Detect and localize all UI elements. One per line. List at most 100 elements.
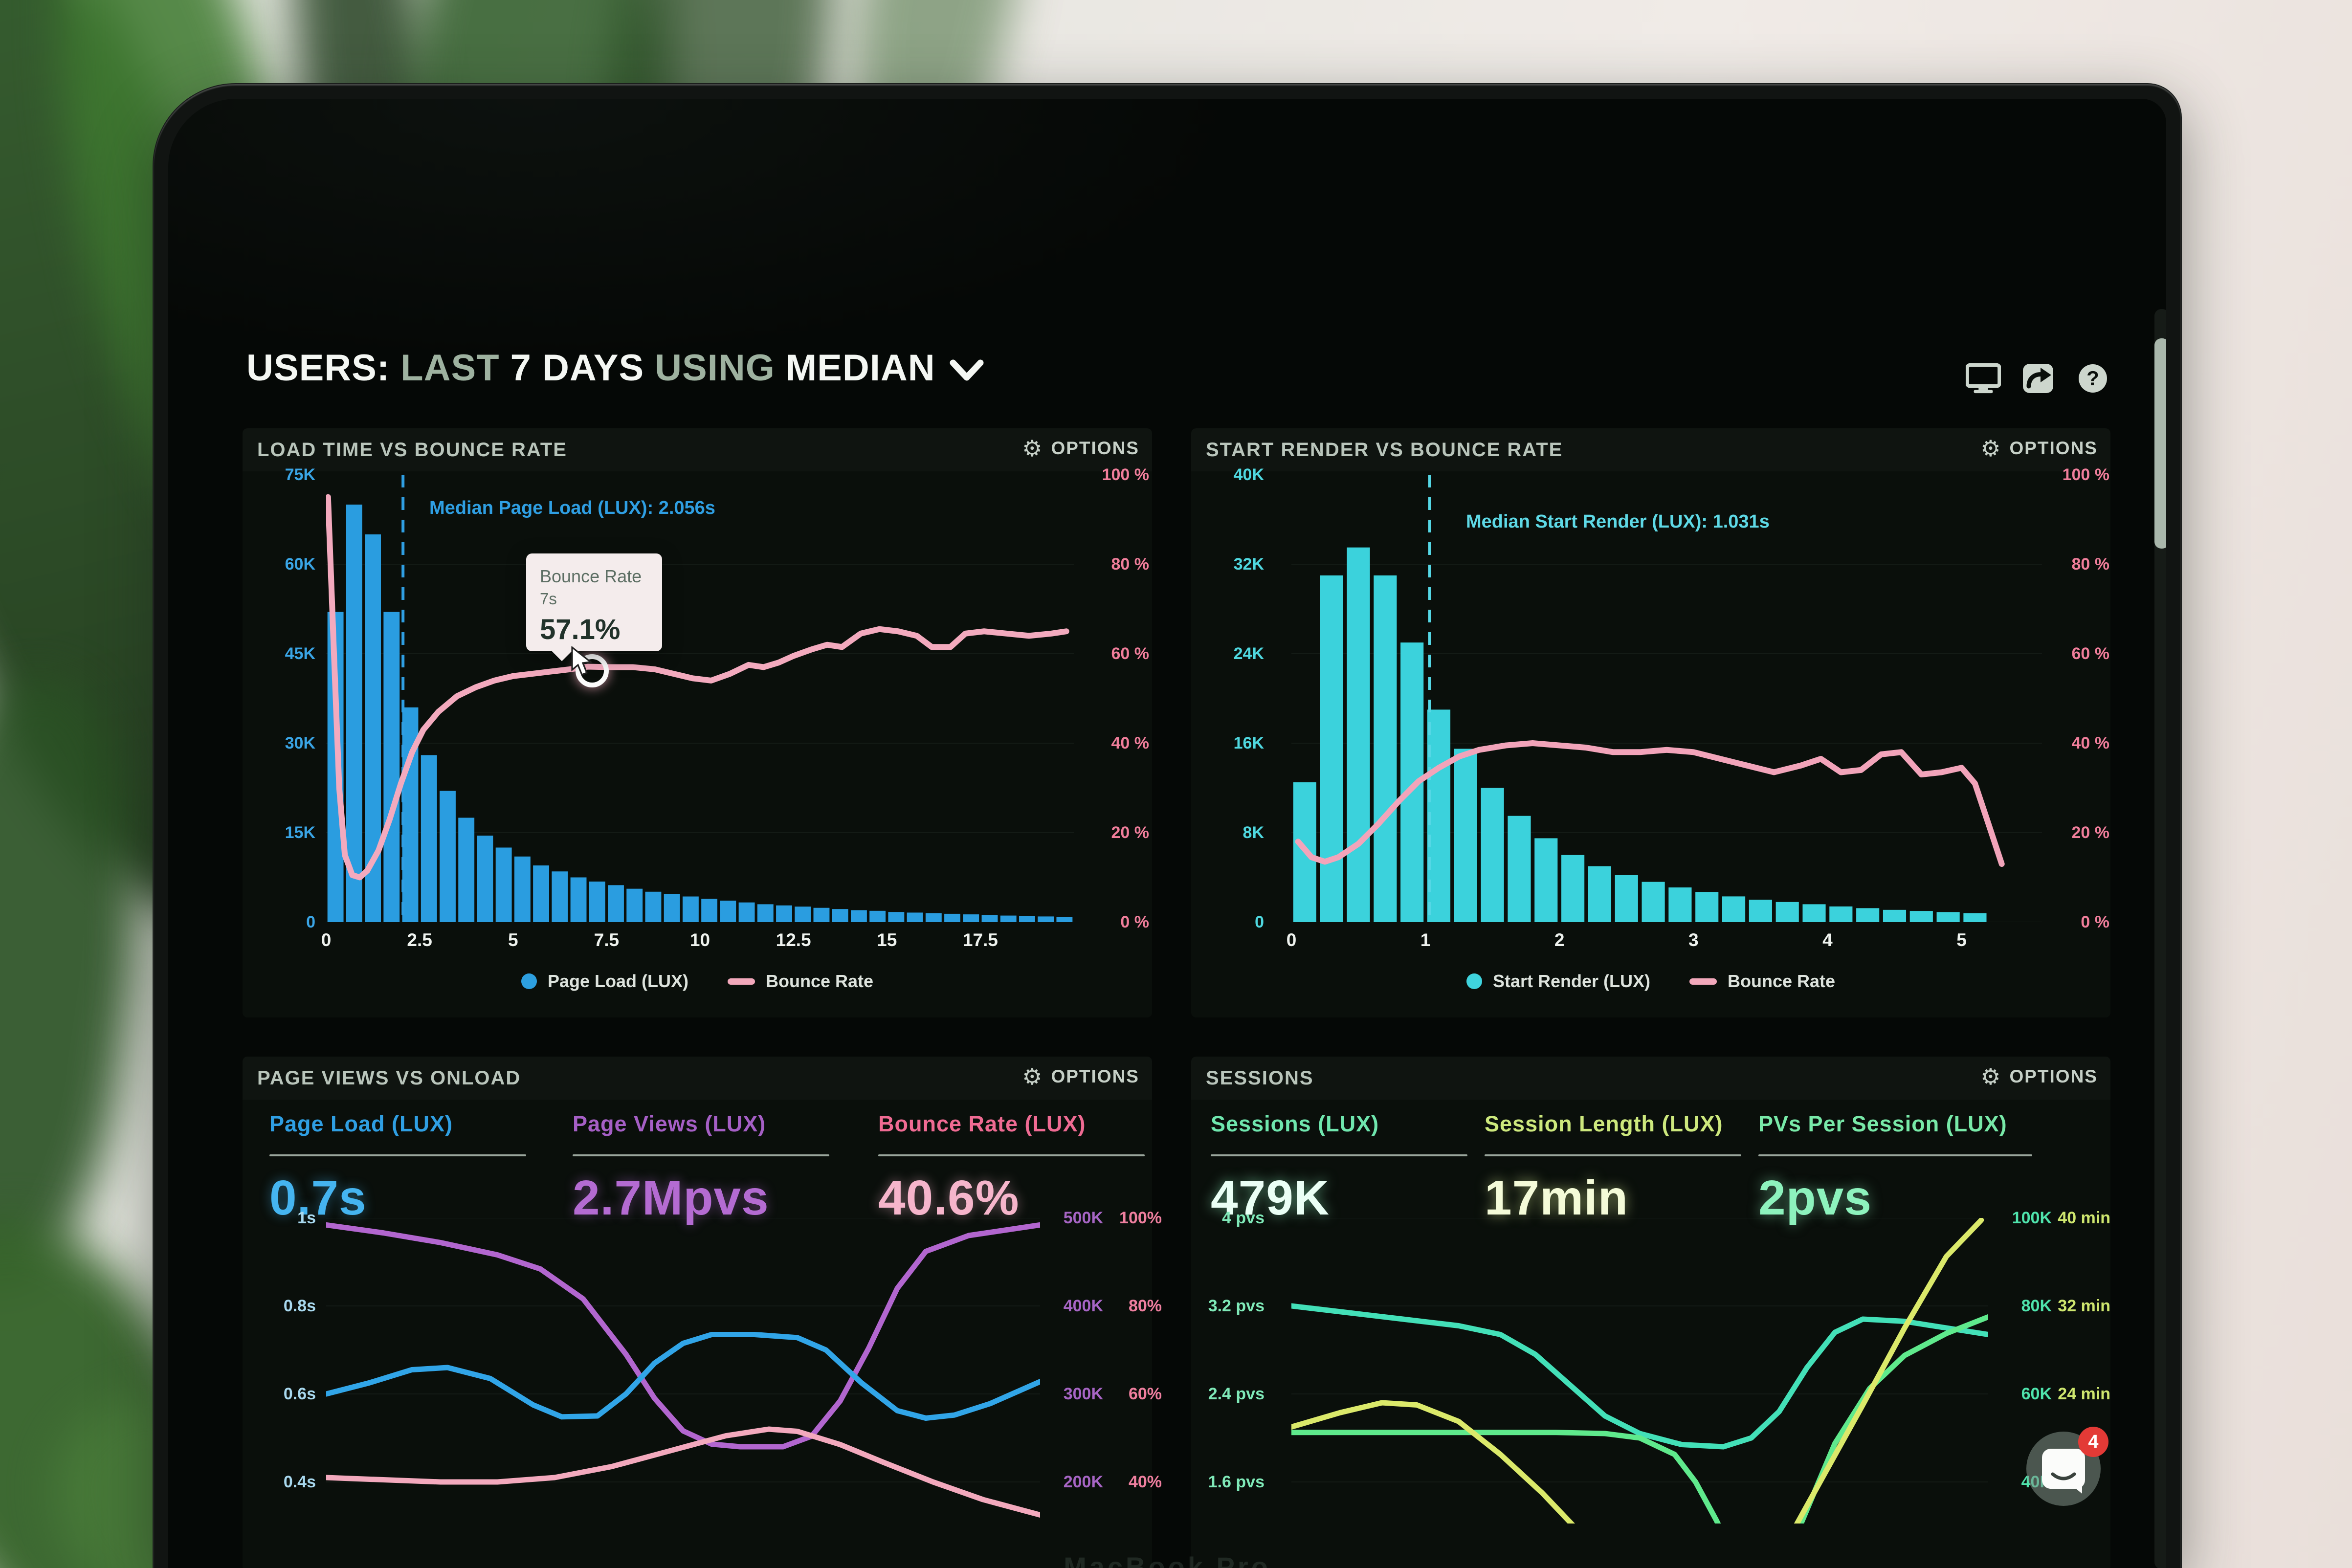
axis-tick-label: 100K — [2012, 1209, 2052, 1227]
panel-title: PAGE VIEWS VS ONLOAD — [257, 1067, 521, 1089]
y-axis-right-volume: 500K 400K 300K 200K — [1043, 1206, 1103, 1512]
chart-load-time[interactable] — [326, 475, 1074, 922]
metric-underline — [878, 1154, 1145, 1156]
axis-tick-label: 80% — [1128, 1297, 1162, 1315]
title-word: USING — [655, 347, 775, 389]
chart-start-render[interactable] — [1291, 475, 2042, 922]
metric-underline — [573, 1154, 829, 1156]
y-axis-right: 100 % 80 % 60 % 40 % 20 % 0 % — [2048, 465, 2109, 932]
metric-label: Bounce Rate (LUX) — [878, 1111, 1086, 1136]
chart-sessions[interactable] — [1291, 1218, 1988, 1524]
tooltip-title: Bounce Rate — [540, 566, 642, 586]
axis-tick-label: 7.5 — [594, 930, 620, 950]
legend-item-bounce-rate[interactable]: Bounce Rate — [727, 971, 873, 992]
options-button[interactable]: ⚙ OPTIONS — [1980, 435, 2098, 462]
metric-value: 0.7s — [269, 1170, 367, 1225]
axis-tick-label: 40% — [1128, 1473, 1162, 1491]
laptop-screen: USERS: LAST 7 DAYS USING MEDIAN ? — [168, 99, 2166, 1568]
display-icon[interactable] — [1966, 363, 2001, 394]
legend: Page Load (LUX) Bounce Rate — [243, 971, 1152, 992]
axis-tick-label: 20 % — [2071, 823, 2110, 842]
chat-bubble-icon — [2042, 1449, 2085, 1494]
gear-icon: ⚙ — [1022, 435, 1043, 462]
gear-icon: ⚙ — [1980, 435, 2002, 462]
legend-dash-icon — [1689, 978, 1717, 985]
axis-tick-label: 3 — [1688, 930, 1699, 950]
title-word: LAST — [400, 347, 500, 389]
hover-point-highlight — [576, 654, 609, 687]
metric-page-views: Page Views (LUX) 2.7Mpvs — [573, 1111, 829, 1226]
metric-pvs-per-session: PVs Per Session (LUX) 2pvs — [1758, 1111, 2032, 1226]
axis-tick-label: 200K — [1063, 1473, 1103, 1491]
y-axis-left: 4 pvs 3.2 pvs 2.4 pvs 1.6 pvs — [1196, 1206, 1265, 1512]
laptop: USERS: LAST 7 DAYS USING MEDIAN ? — [153, 83, 2182, 1568]
gear-icon: ⚙ — [1022, 1063, 1043, 1090]
axis-tick-label: 100% — [1119, 1209, 1162, 1227]
axis-tick-label: 20 % — [1111, 823, 1150, 842]
axis-tick-label: 1s — [297, 1209, 316, 1227]
svg-text:?: ? — [2086, 367, 2099, 390]
axis-tick-label: 32 min — [2058, 1297, 2110, 1315]
metric-underline — [269, 1154, 526, 1156]
options-button[interactable]: ⚙ OPTIONS — [1022, 1063, 1139, 1090]
legend-item-start-render[interactable]: Start Render (LUX) — [1466, 971, 1650, 992]
axis-tick-label: 40 min — [2058, 1209, 2110, 1227]
legend-item-bounce-rate[interactable]: Bounce Rate — [1689, 971, 1835, 992]
axis-tick-label: 40 % — [2071, 734, 2110, 752]
metric-underline — [1758, 1154, 2032, 1156]
legend-dash-icon — [727, 978, 755, 985]
metric-label: Page Load (LUX) — [269, 1111, 453, 1136]
chart-tooltip: Bounce Rate 7s 57.1% — [526, 553, 662, 651]
median-annotation: Median Start Render (LUX): 1.031s — [1466, 511, 1770, 532]
axis-tick-label: 60 % — [2071, 644, 2110, 663]
metric-label: Page Views (LUX) — [573, 1111, 766, 1136]
axis-tick-label: 0 — [1255, 913, 1264, 931]
scrollbar-thumb[interactable] — [2154, 338, 2166, 549]
title-word: USERS: — [246, 347, 390, 389]
panel-start-render-vs-bounce-rate: START RENDER VS BOUNCE RATE ⚙ OPTIONS 40K… — [1191, 428, 2110, 1017]
metric-value: 2.7Mpvs — [573, 1170, 769, 1225]
help-icon[interactable]: ? — [2075, 363, 2110, 394]
scrollbar-track[interactable] — [2154, 309, 2166, 1568]
axis-tick-label: 45K — [285, 644, 315, 663]
legend-item-page-load[interactable]: Page Load (LUX) — [521, 971, 688, 992]
panel-title: SESSIONS — [1206, 1067, 1314, 1089]
options-button[interactable]: ⚙ OPTIONS — [1980, 1063, 2098, 1090]
axis-tick-label: 80 % — [1111, 555, 1150, 574]
axis-tick-label: 5 — [508, 930, 518, 950]
axis-tick-label: 0.4s — [283, 1473, 316, 1491]
metric-session-length: Session Length (LUX) 17min — [1485, 1111, 1741, 1226]
options-button[interactable]: ⚙ OPTIONS — [1022, 435, 1139, 462]
chat-launcher[interactable]: 4 — [2026, 1427, 2108, 1506]
metric-label: Sessions (LUX) — [1211, 1111, 1379, 1136]
y-axis-right: 100 % 80 % 60 % 40 % 20 % 0 % — [1085, 465, 1149, 932]
axis-tick-label: 2 — [1554, 930, 1565, 950]
page-title-dropdown[interactable]: USERS: LAST 7 DAYS USING MEDIAN — [246, 343, 984, 392]
metric-bounce-rate: Bounce Rate (LUX) 40.6% — [878, 1111, 1145, 1226]
axis-tick-label: 24 min — [2058, 1385, 2110, 1403]
axis-tick-label: 40K — [1233, 465, 1264, 484]
chart-page-views-onload[interactable] — [326, 1218, 1040, 1524]
x-axis: 0 1 2 3 4 5 — [1287, 930, 2042, 952]
metric-value: 479K — [1211, 1170, 1330, 1225]
tooltip-value: 57.1% — [540, 614, 621, 645]
axis-tick-label: 3.2 pvs — [1208, 1297, 1265, 1315]
axis-tick-label: 0 — [306, 913, 315, 931]
axis-tick-label: 15 — [877, 930, 897, 950]
chevron-down-icon[interactable] — [949, 359, 984, 382]
axis-tick-label: 10 — [689, 930, 710, 950]
axis-tick-label: 0 — [321, 930, 332, 950]
x-axis: 0 2.5 5 7.5 10 12.5 15 17.5 — [321, 930, 1074, 952]
metric-underline — [1211, 1154, 1467, 1156]
panel-header: SESSIONS ⚙ OPTIONS — [1191, 1057, 2110, 1100]
axis-tick-label: 80 % — [2071, 555, 2110, 574]
panel-title: LOAD TIME VS BOUNCE RATE — [257, 439, 567, 461]
axis-tick-label: 100 % — [2062, 465, 2109, 484]
share-icon[interactable] — [2020, 363, 2056, 394]
y-axis-right-volume: 100K80K60K40K — [1992, 1206, 2052, 1512]
panel-page-views-vs-onload: PAGE VIEWS VS ONLOAD ⚙ OPTIONS Page Load … — [243, 1057, 1162, 1568]
axis-tick-label: 60% — [1128, 1385, 1162, 1403]
y-axis-left: 1s 0.8s 0.6s 0.4s — [247, 1206, 316, 1512]
chat-unread-badge: 4 — [2078, 1427, 2108, 1457]
median-annotation: Median Page Load (LUX): 2.056s — [429, 498, 715, 518]
